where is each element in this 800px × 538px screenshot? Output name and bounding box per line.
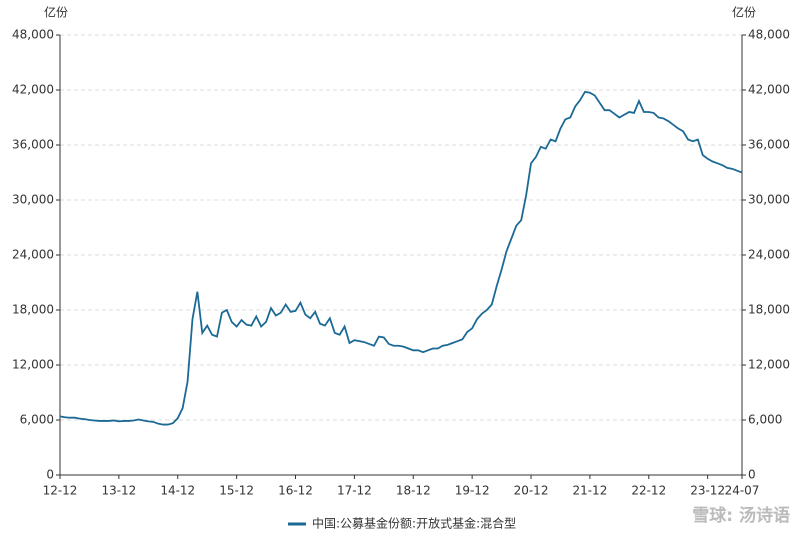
x-tick-label: 22-12 bbox=[631, 484, 666, 498]
y2-tick-label: 48,000 bbox=[748, 28, 790, 42]
x-tick-label: 18-12 bbox=[396, 484, 431, 498]
x-tick-label: 19-12 bbox=[455, 484, 490, 498]
y-tick-label: 24,000 bbox=[12, 248, 54, 262]
y2-unit: 亿份 bbox=[732, 5, 756, 20]
y-tick-label: 18,000 bbox=[12, 303, 54, 317]
y2-tick-label: 42,000 bbox=[748, 83, 790, 97]
y2-tick-label: 12,000 bbox=[748, 358, 790, 372]
y2-tick-label: 30,000 bbox=[748, 193, 790, 207]
x-tick-label: 23-12 bbox=[690, 484, 725, 498]
x-tick-label: 17-12 bbox=[337, 484, 372, 498]
y-tick-label: 0 bbox=[46, 468, 54, 482]
x-tick-label: 12-12 bbox=[43, 484, 78, 498]
y-unit: 亿份 bbox=[44, 5, 68, 20]
y2-tick-label: 0 bbox=[748, 468, 756, 482]
x-tick-label: 16-12 bbox=[278, 484, 313, 498]
x-tick-label: 20-12 bbox=[514, 484, 549, 498]
y2-tick-label: 18,000 bbox=[748, 303, 790, 317]
y-tick-label: 6,000 bbox=[20, 413, 54, 427]
legend-label: 中国:公募基金份额:开放式基金:混合型 bbox=[312, 516, 516, 531]
x-tick-label: 15-12 bbox=[219, 484, 254, 498]
x-tick-label: 14-12 bbox=[160, 484, 195, 498]
y2-tick-label: 6,000 bbox=[748, 413, 782, 427]
y-tick-label: 36,000 bbox=[12, 138, 54, 152]
x-tick-label: 21-12 bbox=[572, 484, 607, 498]
y-tick-label: 42,000 bbox=[12, 83, 54, 97]
y2-tick-label: 36,000 bbox=[748, 138, 790, 152]
y-tick-label: 48,000 bbox=[12, 28, 54, 42]
x-tick-label: 24-07 bbox=[725, 484, 760, 498]
data-line bbox=[59, 90, 743, 426]
y2-tick-label: 24,000 bbox=[748, 248, 790, 262]
y-tick-label: 30,000 bbox=[12, 193, 54, 207]
y-tick-label: 12,000 bbox=[12, 358, 54, 372]
x-tick-label: 13-12 bbox=[101, 484, 136, 498]
watermark: 雪球: 汤诗语 bbox=[692, 506, 790, 526]
